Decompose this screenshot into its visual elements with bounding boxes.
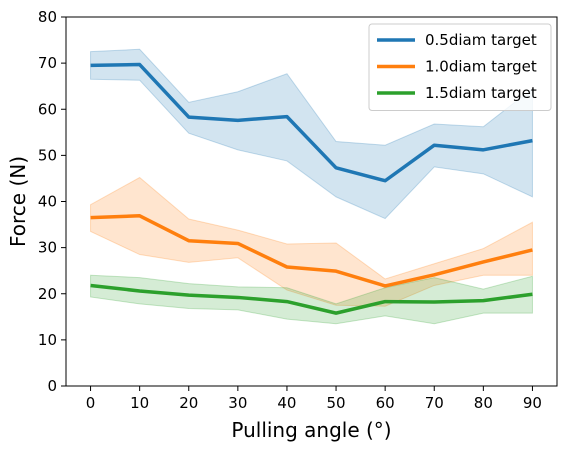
y-tick-label: 70 (38, 54, 57, 72)
x-tick-label: 10 (130, 394, 149, 412)
x-tick-label: 50 (327, 394, 346, 412)
y-tick-label: 60 (38, 100, 57, 118)
confidence-band-1 (90, 176, 533, 307)
y-tick-label: 50 (38, 146, 57, 164)
series-line-2 (90, 283, 533, 315)
plot-frame (65, 16, 558, 387)
series-line-1 (90, 214, 533, 288)
series-line-0 (90, 62, 533, 183)
legend-box (368, 23, 552, 111)
x-tick-label: 70 (425, 394, 444, 412)
y-tick-label: 10 (38, 331, 57, 349)
y-tick-label: 40 (38, 193, 57, 211)
legend-label-0: 0.5diam target (425, 31, 537, 49)
y-tick-label: 0 (47, 377, 57, 395)
y-tick-label: 80 (38, 8, 57, 26)
y-axis-label: Force (N) (6, 156, 30, 247)
confidence-band-2 (90, 274, 533, 325)
confidence-bands (90, 48, 533, 325)
x-axis-label: Pulling angle (°) (231, 418, 391, 442)
y-tick-label: 20 (38, 285, 57, 303)
x-tick-label: 30 (228, 394, 247, 412)
confidence-band-0 (90, 48, 533, 220)
x-tick-label: 20 (179, 394, 198, 412)
legend-label-2: 1.5diam target (425, 84, 537, 102)
x-axis-ticks: 0 10 20 30 40 50 60 70 80 90 (86, 386, 542, 412)
x-tick-label: 80 (474, 394, 493, 412)
series-lines (90, 62, 533, 315)
legend: 0.5diam target 1.0diam target 1.5diam targ… (368, 23, 552, 111)
y-tick-label: 30 (38, 239, 57, 257)
y-axis-ticks: 0 10 20 30 40 50 60 70 80 (38, 8, 66, 395)
x-tick-label: 60 (376, 394, 395, 412)
legend-label-1: 1.0diam target (425, 58, 537, 76)
x-tick-label: 0 (86, 394, 96, 412)
x-tick-label: 40 (277, 394, 296, 412)
x-tick-label: 90 (523, 394, 542, 412)
